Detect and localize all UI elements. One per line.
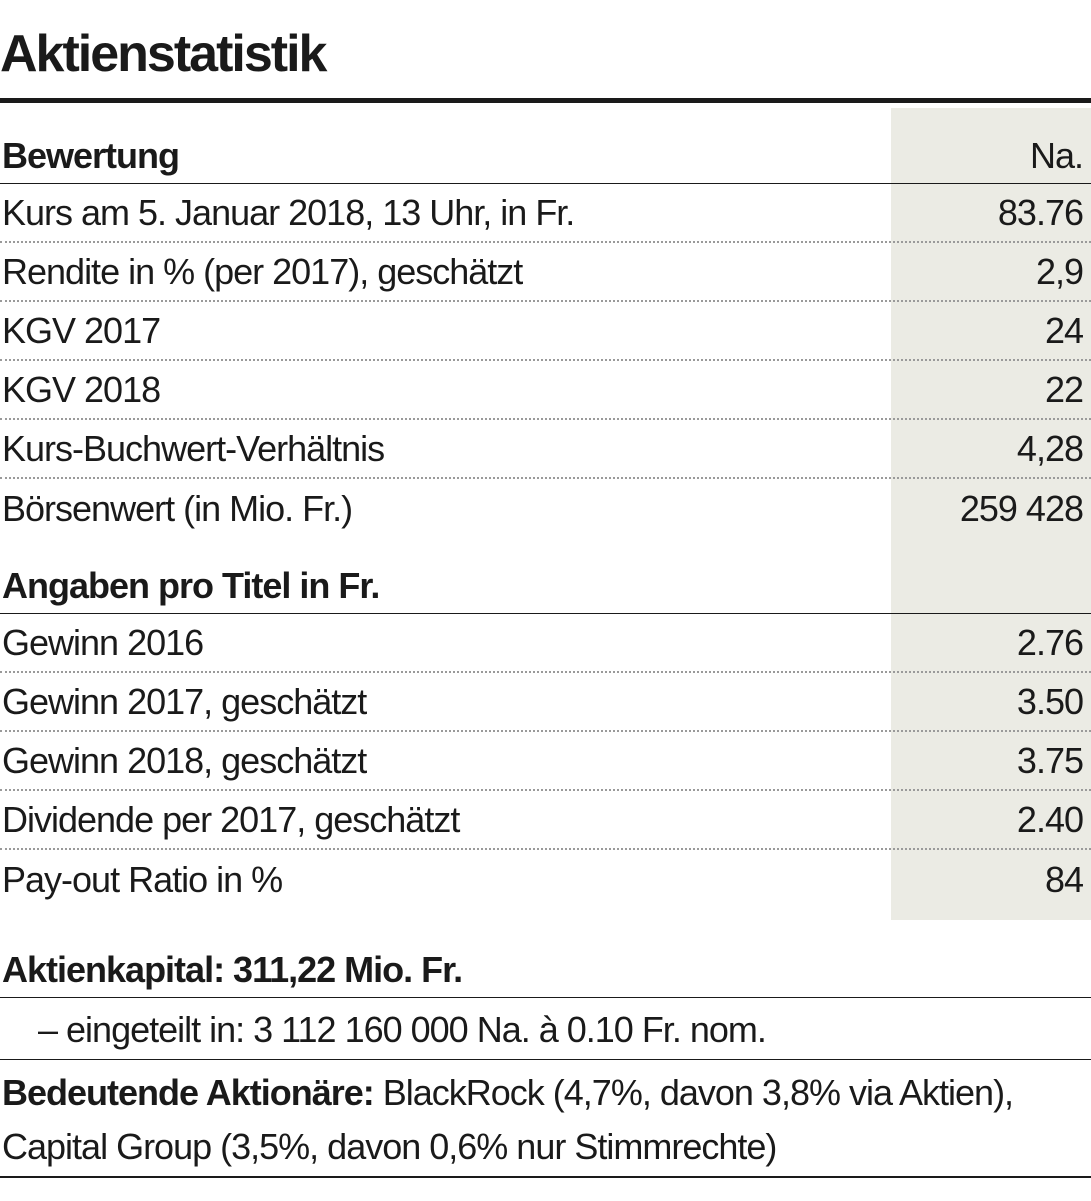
- row-value: 84: [1044, 858, 1084, 900]
- row-value: 83.76: [997, 191, 1084, 233]
- stat-table: Bewertung Na. Kurs am 5. Januar 2018, 13…: [0, 108, 1091, 909]
- row-label: KGV 2018: [2, 368, 161, 410]
- row-value: 2.76: [1016, 621, 1084, 663]
- table-row: Pay-out Ratio in % 84: [0, 850, 1091, 909]
- row-label: Gewinn 2018, geschätzt: [2, 739, 367, 781]
- section-header-bewertung: Bewertung Na.: [0, 108, 1091, 184]
- table-row: KGV 2017 24: [0, 302, 1091, 361]
- page-title: Aktienstatistik: [0, 25, 327, 83]
- shareholders-text: BlackRock (4,7%, davon 3,8% via Aktien),…: [2, 1072, 1014, 1167]
- table-row: Kurs am 5. Januar 2018, 13 Uhr, in Fr. 8…: [0, 184, 1091, 243]
- table-row: Gewinn 2016 2.76: [0, 614, 1091, 673]
- row-value: 22: [1044, 368, 1084, 410]
- row-label: Pay-out Ratio in %: [2, 858, 283, 900]
- row-label: Gewinn 2017, geschätzt: [2, 680, 367, 722]
- section-heading: Bewertung: [2, 135, 180, 176]
- table-row: Rendite in % (per 2017), geschätzt 2,9: [0, 243, 1091, 302]
- row-value: 2,9: [1035, 250, 1084, 292]
- row-value: 3.50: [1016, 680, 1084, 722]
- row-label: Kurs-Buchwert-Verhältnis: [2, 427, 385, 469]
- row-value: 24: [1044, 309, 1084, 351]
- row-label: Dividende per 2017, geschätzt: [2, 798, 460, 840]
- row-value: 259 428: [959, 487, 1084, 529]
- row-label: Kurs am 5. Januar 2018, 13 Uhr, in Fr.: [2, 191, 575, 233]
- section-heading: Angaben pro Titel in Fr.: [2, 565, 380, 606]
- row-label: Rendite in % (per 2017), geschätzt: [2, 250, 523, 292]
- row-value: 4,28: [1016, 427, 1084, 469]
- table-row: Kurs-Buchwert-Verhältnis 4,28: [0, 420, 1091, 479]
- table-row: Dividende per 2017, geschätzt 2.40: [0, 791, 1091, 850]
- shareholders-label: Bedeutende Aktionäre:: [2, 1072, 375, 1113]
- table-row: Gewinn 2017, geschätzt 3.50: [0, 673, 1091, 732]
- section-header-angaben: Angaben pro Titel in Fr.: [0, 538, 1091, 614]
- row-label: KGV 2017: [2, 309, 161, 351]
- value-column-background: [891, 108, 1091, 920]
- column-header: Na.: [1029, 135, 1084, 176]
- row-value: 3.75: [1016, 739, 1084, 781]
- share-capital: Aktienkapital: 311,22 Mio. Fr.: [0, 942, 1091, 998]
- bottom-rule: [0, 1176, 1091, 1178]
- row-label: Gewinn 2016: [2, 621, 204, 663]
- table-row: Gewinn 2018, geschätzt 3.75: [0, 732, 1091, 791]
- row-label: Börsenwert (in Mio. Fr.): [2, 487, 353, 529]
- major-shareholders: Bedeutende Aktionäre: BlackRock (4,7%, d…: [0, 1066, 1091, 1174]
- row-value: 2.40: [1016, 798, 1084, 840]
- table-row: Börsenwert (in Mio. Fr.) 259 428: [0, 479, 1091, 538]
- share-division: – eingeteilt in: 3 112 160 000 Na. à 0.1…: [0, 1000, 1091, 1060]
- title-rule: [0, 98, 1091, 103]
- table-row: KGV 2018 22: [0, 361, 1091, 420]
